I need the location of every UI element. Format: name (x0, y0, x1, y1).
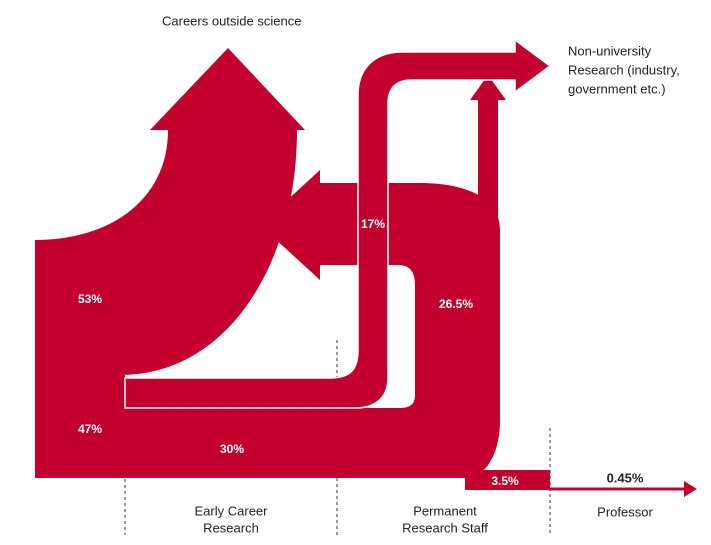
flow-label: 0.45% (607, 470, 644, 485)
stage-label: Research Staff (402, 520, 488, 535)
non-university-flow (124, 38, 552, 409)
stage-label: Permanent (413, 503, 477, 518)
stage-label: Research (203, 520, 259, 535)
destination-label: Non-university (568, 43, 652, 58)
outside-science-arrow (35, 48, 305, 375)
non-university-arrow-shaft (478, 98, 498, 233)
stage-label: Professor (597, 504, 653, 519)
flow-label: 17% (361, 217, 385, 231)
flow-label: 30% (220, 442, 244, 456)
flow-label: 53% (78, 292, 102, 306)
flow-label: 26.5% (439, 297, 473, 311)
professor-flow (465, 470, 550, 490)
flow-label: 47% (78, 422, 102, 436)
professor-arrow-head (684, 481, 697, 497)
destination-label: government etc.) (568, 81, 666, 96)
non-university-arrow-head (470, 75, 506, 100)
stage-label: Early Career (195, 503, 269, 518)
destination-label: Research (industry, (568, 62, 680, 77)
flow-label: 3.5% (491, 474, 519, 488)
destination-label: Careers outside science (162, 13, 301, 28)
